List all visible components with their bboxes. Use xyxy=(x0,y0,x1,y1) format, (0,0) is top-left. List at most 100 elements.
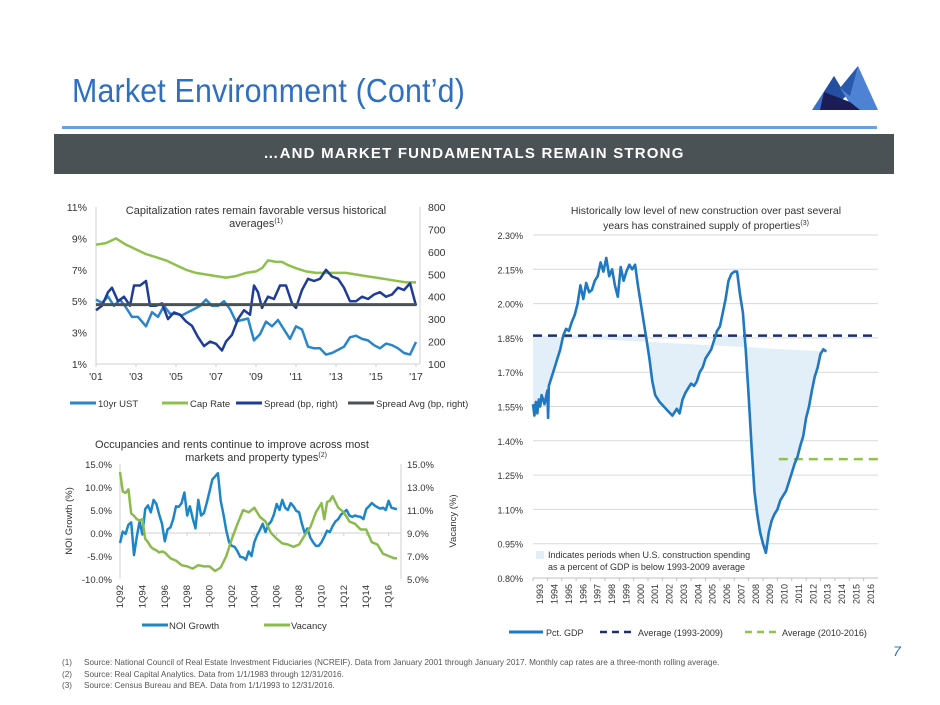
x-tick-label: 2008 xyxy=(751,584,761,604)
x-tick-label: 1994 xyxy=(550,584,560,604)
y-tick-label: 1.25% xyxy=(497,471,523,481)
page-number: 7 xyxy=(893,643,901,659)
x-tick-label: '15 xyxy=(369,371,383,383)
x-tick-label: 1Q94 xyxy=(137,585,148,608)
y-tick-label: 5.0% xyxy=(90,506,112,517)
y-right-tick-label: 15.0% xyxy=(407,460,434,471)
y-right-tick-label: 700 xyxy=(428,224,446,236)
x-tick-label: 1995 xyxy=(564,584,574,604)
x-tick-label: '01 xyxy=(89,371,103,383)
y-tick-label: 1% xyxy=(72,359,87,371)
legend-label: Vacancy xyxy=(291,621,327,632)
legend-label: Spread Avg (bp, right) xyxy=(376,399,468,410)
y-tick-label: 10.0% xyxy=(85,483,112,494)
below-average-shaded-area xyxy=(533,335,827,553)
x-tick-label: 1Q06 xyxy=(272,585,283,608)
annotation-swatch xyxy=(536,551,544,559)
x-tick-label: 1996 xyxy=(578,584,588,604)
y-right-tick-label: 9.0% xyxy=(407,529,429,540)
footnote: (2) Source: Real Capital Analytics. Data … xyxy=(62,669,719,681)
series-line-vacancy xyxy=(118,471,397,573)
legend-label: Pct. GDP xyxy=(546,628,584,638)
x-tick-label: 2007 xyxy=(736,584,746,604)
y-right-tick-label: 7.0% xyxy=(407,552,429,563)
chart-title-superscript: (1) xyxy=(274,218,283,225)
footnote-number: (3) xyxy=(62,681,73,690)
x-tick-label: 1Q10 xyxy=(316,585,327,608)
y-tick-label: 0.0% xyxy=(90,529,112,540)
x-tick-label: 2005 xyxy=(708,584,718,604)
y-tick-label: 1.55% xyxy=(497,403,523,413)
series-line-spread-bp-right- xyxy=(95,268,418,352)
x-tick-label: 2000 xyxy=(636,584,646,604)
series-line-noi-growth xyxy=(118,471,398,561)
chart-title-superscript: (3) xyxy=(800,220,809,227)
legend-label: Average (2010-2016) xyxy=(782,628,867,638)
legend-label: Average (1993-2009) xyxy=(638,628,723,638)
x-tick-label: 2013 xyxy=(823,584,833,604)
chart-title: markets and property types(2) xyxy=(185,452,327,464)
x-tick-label: 1Q98 xyxy=(182,585,193,608)
y-right-tick-label: 100 xyxy=(428,359,446,371)
y-tick-label: 0.80% xyxy=(497,574,523,584)
y-tick-label: 11% xyxy=(67,202,87,214)
y-right-tick-label: 800 xyxy=(428,202,446,214)
chart-title: averages(1) xyxy=(229,218,283,230)
x-tick-label: '09 xyxy=(249,371,263,383)
y-tick-label: 9% xyxy=(72,233,87,245)
legend-label: Cap Rate xyxy=(190,399,230,410)
x-tick-label: 2011 xyxy=(794,584,804,603)
footnote-text: Source: Real Capital Analytics. Data fro… xyxy=(84,669,344,679)
page-title: Market Environment (Cont’d) xyxy=(72,72,466,109)
footnote-text: Source: National Council of Real Estate … xyxy=(84,658,720,667)
footnote-number: (2) xyxy=(62,669,73,679)
chart-title: years has constrained supply of properti… xyxy=(603,220,809,232)
x-tick-label: 2003 xyxy=(679,584,689,604)
y-right-tick-label: 300 xyxy=(428,314,446,326)
y-tick-label: 1.10% xyxy=(497,505,523,515)
x-tick-label: '03 xyxy=(129,371,143,383)
x-tick-label: 1Q08 xyxy=(294,585,305,608)
x-tick-label: 1Q02 xyxy=(227,585,238,608)
footnote-text: Source: Census Bureau and BEA. Data from… xyxy=(84,681,335,690)
y-tick-label: 5% xyxy=(72,296,87,308)
y-right-tick-label: 5.0% xyxy=(407,575,429,586)
annotation-text: Indicates periods when U.S. construction… xyxy=(548,550,750,560)
x-tick-label: 1998 xyxy=(607,584,617,604)
legend-label: 10yr UST xyxy=(98,399,138,410)
series-line-10yr-ust xyxy=(95,295,418,356)
x-tick-label: 2015 xyxy=(851,584,861,604)
x-tick-label: 2001 xyxy=(650,584,660,604)
x-tick-label: 1Q00 xyxy=(205,585,216,608)
x-tick-label: 2014 xyxy=(837,584,847,604)
title-divider xyxy=(62,126,877,129)
x-tick-label: 1Q14 xyxy=(361,585,372,608)
section-banner: …AND MARKET FUNDAMENTALS REMAIN STRONG xyxy=(54,134,894,174)
y-tick-label: 2.00% xyxy=(497,300,523,310)
x-tick-label: 1Q92 xyxy=(115,585,126,608)
chart-title: Occupancies and rents continue to improv… xyxy=(95,439,369,451)
y-tick-label: -5.0% xyxy=(87,552,112,563)
legend-label: NOI Growth xyxy=(169,621,219,632)
y-tick-label: 3% xyxy=(72,328,87,340)
y-right-tick-label: 13.0% xyxy=(407,483,434,494)
chart-title-superscript: (2) xyxy=(318,452,327,459)
footnote: (3) Source: Census Bureau and BEA. Data f… xyxy=(62,680,719,692)
y-tick-label: -10.0% xyxy=(82,575,113,586)
y-tick-label: 1.70% xyxy=(497,368,523,378)
series-line-cap-rate xyxy=(95,237,416,284)
footnote-number: (1) xyxy=(62,658,73,667)
x-tick-label: 2009 xyxy=(765,584,775,604)
x-tick-label: 1993 xyxy=(535,584,545,604)
x-tick-label: '05 xyxy=(169,371,183,383)
x-tick-label: 1Q96 xyxy=(160,585,171,608)
y-tick-label: 15.0% xyxy=(85,460,112,471)
y-tick-label: 2.30% xyxy=(497,231,523,241)
series-line-pct-gdp xyxy=(531,256,828,555)
x-tick-label: 1999 xyxy=(621,584,631,604)
x-tick-label: 1Q12 xyxy=(339,585,350,608)
x-tick-label: 2010 xyxy=(780,584,790,604)
x-tick-label: 1Q16 xyxy=(384,585,395,608)
x-tick-label: 1Q04 xyxy=(249,585,260,608)
footnote: (1) Source: National Council of Real Esta… xyxy=(62,657,719,669)
